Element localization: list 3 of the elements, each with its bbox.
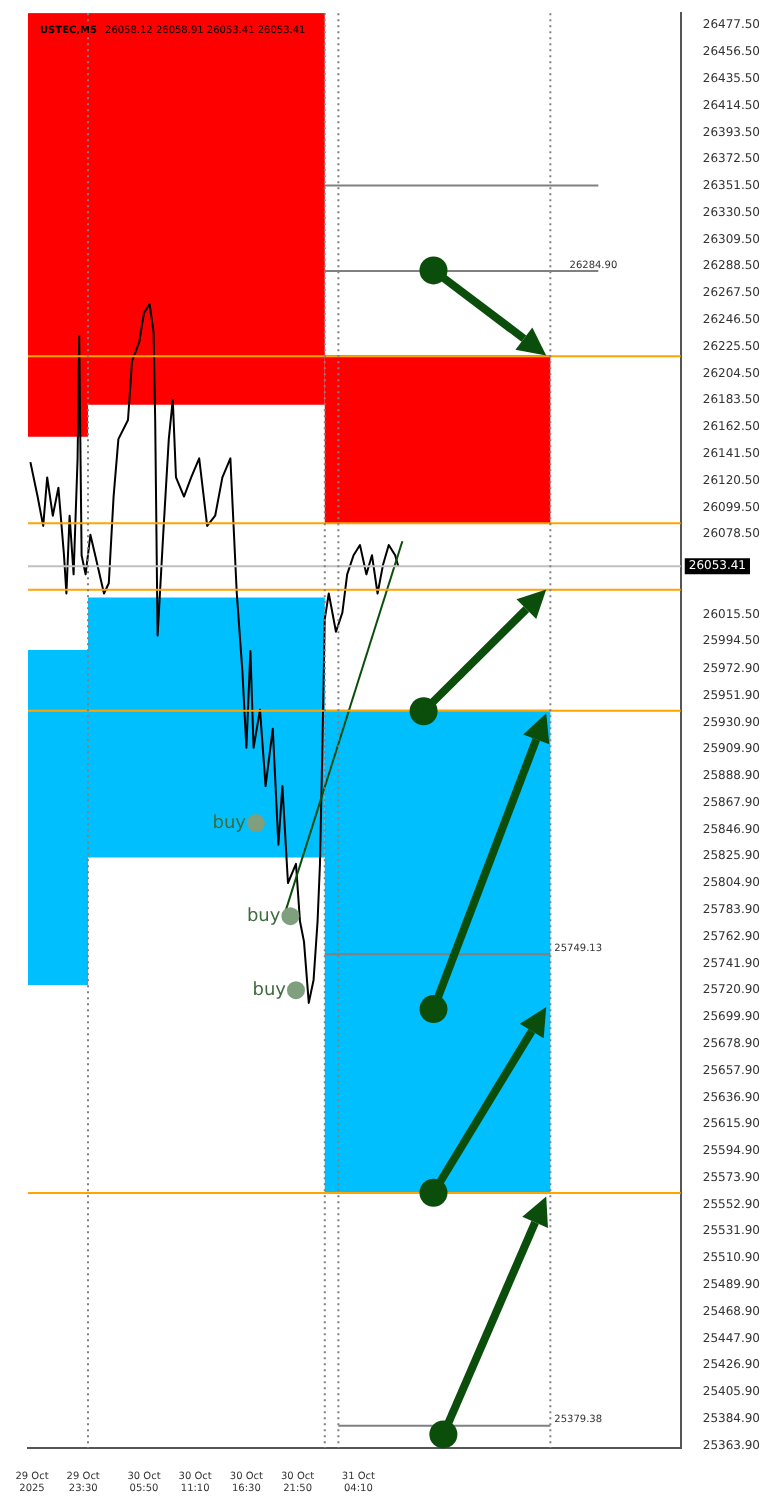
annotation: buy <box>212 813 248 834</box>
annotation: buy <box>252 980 288 1001</box>
annotation: buy <box>246 906 282 927</box>
